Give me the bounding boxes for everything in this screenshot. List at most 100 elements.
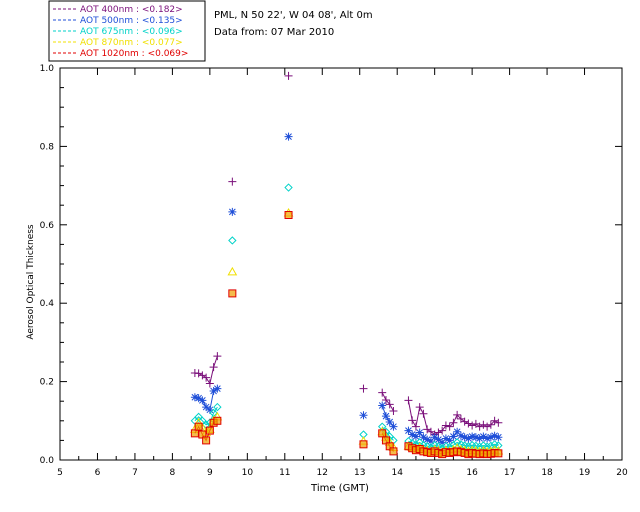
legend-label: AOT 400nm : <0.182> — [80, 5, 183, 15]
series-line — [381, 392, 394, 412]
x-tick-label: 12 — [317, 468, 328, 478]
data-point — [228, 289, 237, 298]
data-point — [194, 422, 203, 431]
y-tick-label: 0.0 — [40, 456, 55, 466]
data-point — [411, 432, 420, 441]
legend-label: AOT 870nm : <0.077> — [80, 38, 183, 48]
data-point — [404, 426, 413, 435]
data-point — [408, 416, 417, 425]
data-point — [205, 379, 214, 388]
x-tick-label: 11 — [279, 468, 290, 478]
data-point — [378, 401, 387, 410]
series-2 — [190, 183, 503, 453]
data-point — [423, 435, 432, 444]
data-point — [449, 432, 458, 441]
plot-area — [59, 67, 623, 461]
x-tick-label: 6 — [95, 468, 101, 478]
data-point — [385, 417, 394, 426]
x-tick-label: 7 — [132, 468, 138, 478]
data-point — [460, 433, 469, 442]
data-point — [381, 412, 390, 421]
data-point — [228, 177, 237, 186]
data-point — [445, 436, 454, 445]
y-tick-label: 0.8 — [40, 142, 55, 152]
data-point — [202, 403, 211, 412]
data-point — [434, 435, 443, 444]
data-point — [228, 207, 237, 216]
data-point — [209, 363, 218, 372]
data-point — [479, 432, 488, 441]
data-point — [213, 416, 222, 425]
series-line — [194, 406, 218, 426]
x-tick-label: 13 — [354, 468, 365, 478]
data-point — [408, 430, 417, 439]
series-4 — [190, 211, 503, 459]
data-point — [483, 434, 492, 443]
data-point — [438, 438, 447, 447]
data-point — [227, 266, 238, 276]
data-point — [479, 420, 488, 429]
data-point — [209, 387, 218, 396]
x-tick-label: 14 — [391, 468, 403, 478]
data-point — [385, 400, 394, 409]
x-tick-label: 5 — [57, 468, 63, 478]
data-point — [445, 422, 454, 431]
data-point — [486, 433, 495, 442]
x-tick-label: 20 — [616, 468, 628, 478]
data-point — [381, 396, 390, 405]
data-point — [213, 352, 222, 361]
data-point — [464, 419, 473, 428]
y-tick-label: 1.0 — [40, 64, 55, 74]
data-point — [190, 393, 199, 402]
data-point — [190, 429, 199, 438]
series-0 — [190, 71, 503, 439]
data-point — [202, 436, 211, 445]
data-point — [475, 422, 484, 431]
data-point — [490, 431, 499, 440]
axes: 5 6 7 8 9 10 11 12 13 14 15 16 17 18 19 20 0.0 0.2 0.4 0.6 0… — [40, 64, 628, 478]
data-point — [284, 183, 293, 192]
data-point — [494, 449, 503, 458]
x-tick-label: 19 — [579, 468, 591, 478]
data-point — [389, 422, 398, 431]
data-point — [284, 132, 293, 141]
data-point — [415, 403, 424, 412]
data-point — [359, 411, 368, 420]
data-point — [194, 369, 203, 378]
data-point — [453, 427, 462, 436]
data-point — [389, 407, 398, 415]
data-point — [359, 384, 368, 393]
data-point — [438, 426, 447, 435]
x-tick-label: 17 — [504, 468, 515, 478]
y-tick-label: 0.2 — [40, 378, 54, 388]
data-point — [284, 211, 293, 219]
legend: AOT 400nm : <0.182>AOT 500nm : <0.135> AO… — [53, 5, 188, 59]
data-point — [475, 434, 484, 443]
series-line — [407, 400, 499, 436]
data-point — [452, 438, 462, 447]
data-point — [205, 426, 214, 435]
data-point — [426, 437, 435, 446]
x-tick-label: 18 — [541, 468, 553, 478]
data-point — [411, 422, 420, 431]
data-point — [228, 236, 237, 245]
chart-subtitle: Data from: 07 Mar 2010 — [214, 27, 334, 38]
x-tick-label: 16 — [466, 468, 478, 478]
data-point — [471, 433, 480, 442]
data-point — [284, 71, 293, 80]
data-point — [468, 432, 477, 441]
data-point — [486, 420, 495, 429]
data-point — [194, 394, 203, 403]
data-point — [389, 447, 398, 456]
y-tick-label: 0.6 — [40, 221, 55, 231]
data-point — [359, 440, 368, 449]
data-point — [468, 421, 477, 430]
x-tick-label: 8 — [170, 468, 176, 478]
data-point — [434, 428, 443, 437]
data-point — [213, 402, 222, 412]
data-point — [419, 433, 428, 442]
x-tick-label: 10 — [242, 468, 254, 478]
data-point — [441, 421, 450, 430]
legend-label: AOT 500nm : <0.135> — [80, 16, 183, 26]
